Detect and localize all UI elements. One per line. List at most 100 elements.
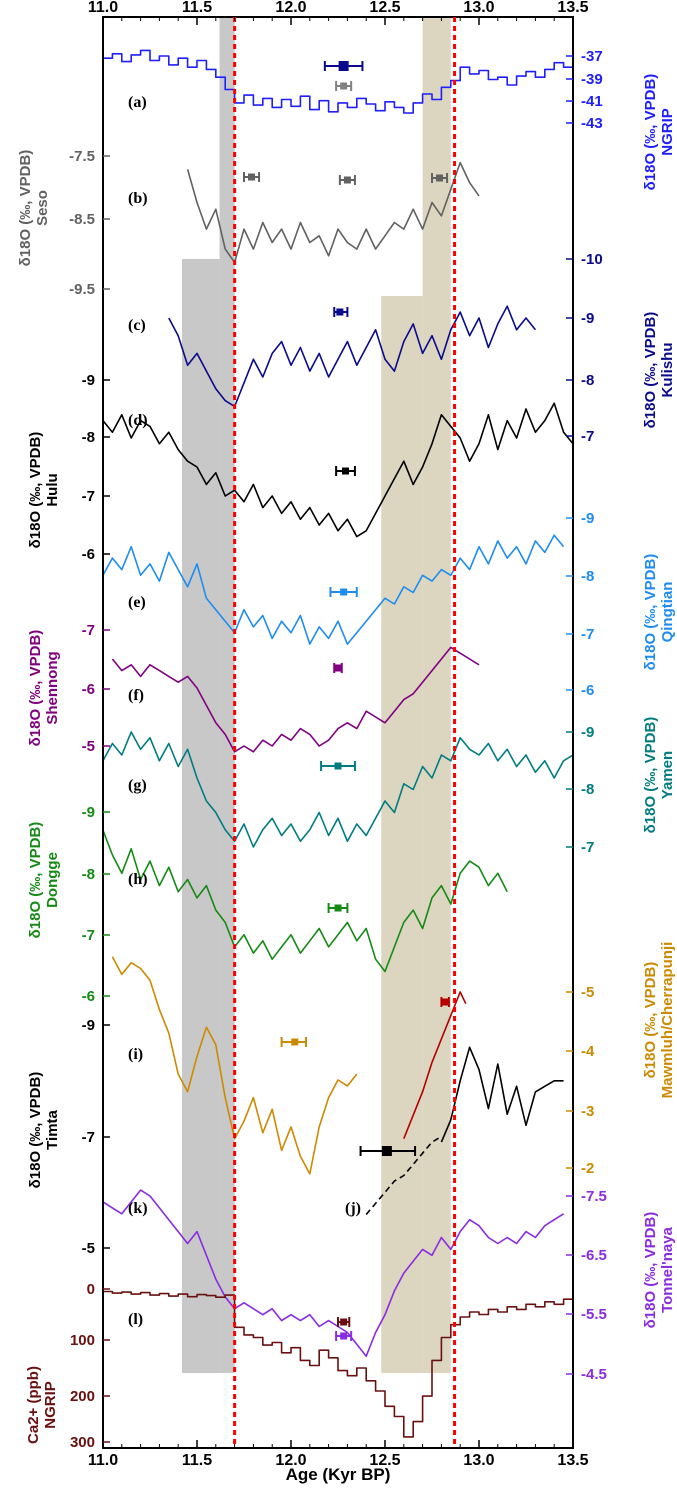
y-axis-title-line-j-0: δ18O (‰, VPDB) [27, 1072, 44, 1189]
y-axis-title-line-k-0: δ18O (‰, VPDB) [642, 1212, 659, 1329]
series-line-g [102, 731, 574, 848]
y-axis-title-line-b-1: Seso [34, 190, 51, 226]
series-line-b [186, 161, 480, 264]
y-tick-l-1: 100 [70, 1332, 95, 1349]
panel-label-l: (l) [128, 1311, 143, 1328]
series-layer [102, 49, 574, 1438]
y-axis-title-j: δ18O (‰, VPDB) Timta [27, 1072, 61, 1189]
panel-label-e: (e) [128, 594, 146, 611]
y-axis-title-line-c-0: δ18O (‰, VPDB) [642, 312, 659, 429]
y-axis-title-b: δ18O (‰, VPDB) Seso [17, 150, 51, 267]
y-tick-k-1: -6.5 [581, 1247, 607, 1264]
y-tick-d-2: -7 [82, 488, 95, 505]
y-tick-e-2: -7 [581, 626, 594, 643]
y-tick-d-3: -6 [82, 546, 95, 563]
x-tick-bottom-3: 12.5 [369, 1452, 400, 1469]
y-axis-title-line-e-1: Qingtian [659, 582, 676, 643]
y-tick-j-1: -7 [82, 1129, 95, 1146]
series-line-d [102, 402, 574, 538]
panel-label-f: (f) [128, 687, 144, 704]
panel-label-c: (c) [128, 317, 146, 334]
age-marker-a2 [335, 81, 353, 91]
y-axis-title-line-k-1: Tonnel'naya [659, 1226, 676, 1312]
y-tick-a-2: -41 [581, 93, 603, 110]
x-tick-top-2: 12.0 [275, 0, 306, 16]
y-axis-title-line-g-1: Yamen [659, 751, 676, 799]
y-tick-l-0: 0 [87, 1281, 95, 1298]
series-line-j [440, 1046, 564, 1143]
y-tick-h-1: -8 [82, 866, 95, 883]
x-tick-bottom-5: 13.5 [557, 1452, 588, 1469]
y-tick-a-3: -43 [581, 115, 603, 132]
series-line-c [168, 305, 537, 408]
y-tick-f-0: -7 [82, 622, 95, 639]
y-tick-a-1: -39 [581, 71, 603, 88]
y-axes: -37-39-41-43 δ18O (‰, VPDB) NGRIP-7.5-8.5-… [17, 48, 676, 1451]
y-axis-title-line-f-0: δ18O (‰, VPDB) [27, 630, 44, 747]
y-axis-title-line-i-1: Mawmluh/Cherrapunji [659, 942, 676, 1099]
x-tick-bottom-4: 13.0 [463, 1452, 494, 1469]
age-marker-k [335, 1331, 353, 1341]
panel-label-k: (k) [128, 1200, 148, 1217]
age-marker-b1 [243, 172, 261, 182]
y-tick-d-0: -9 [82, 372, 95, 389]
y-tick-i-2: -3 [581, 1103, 594, 1120]
y-tick-k-3: -4.5 [581, 1366, 607, 1383]
y-tick-i-3: -2 [581, 1160, 594, 1177]
event-lines [233, 17, 457, 1448]
y-axis-title-line-f-1: Shennong [44, 651, 61, 724]
x-tick-top-3: 12.5 [369, 0, 400, 16]
y-axis-title-line-e-0: δ18O (‰, VPDB) [642, 554, 659, 671]
y-tick-d-1: -8 [82, 429, 95, 446]
y-axis-title-line-c-1: Kulishu [659, 343, 676, 398]
tan-band-segment-0 [381, 296, 423, 1373]
x-tick-top-4: 13.0 [463, 0, 494, 16]
y-axis-title-line-d-1: Hulu [44, 473, 61, 506]
y-tick-b-2: -9.5 [69, 281, 95, 298]
series-line-k [102, 1189, 565, 1357]
y-axis-title-line-g-0: δ18O (‰, VPDB) [642, 717, 659, 834]
series-line-e [102, 534, 565, 645]
age-markers-layer [243, 61, 450, 1341]
y-axis-title-line-l-1: NGRIP [42, 1381, 59, 1429]
panel-label-i: (i) [128, 1046, 143, 1063]
y-tick-g-2: -7 [581, 839, 594, 856]
x-axis-title: Age (Kyr BP) [286, 1465, 391, 1484]
y-tick-k-2: -5.5 [581, 1306, 607, 1323]
y-tick-g-1: -8 [581, 781, 594, 798]
y-tick-l-2: 200 [70, 1388, 95, 1405]
y-tick-b-1: -8.5 [69, 211, 95, 228]
grey-band-segment-0 [181, 259, 220, 1373]
x-tick-top-1: 11.5 [182, 0, 212, 16]
y-tick-i-0: -5 [581, 984, 594, 1001]
y-axis-title-l: Ca2+ (ppb) NGRIP [25, 1366, 59, 1444]
y-tick-j-2: -5 [82, 1240, 95, 1257]
panel-label-g: (g) [128, 777, 147, 794]
series-line-j-dashed [365, 1135, 442, 1216]
series-line-i [111, 956, 358, 1175]
y-axis-title-line-a-1: NGRIP [659, 108, 676, 156]
x-tick-bottom-2: 12.0 [275, 1452, 306, 1469]
y-tick-c-2: -8 [581, 372, 594, 389]
age-marker-g [320, 761, 356, 771]
y-tick-e-3: -6 [581, 682, 594, 699]
y-tick-c-3: -7 [581, 428, 594, 445]
y-tick-j-0: -9 [82, 1017, 95, 1034]
y-axis-title-e: δ18O (‰, VPDB) Qingtian [642, 554, 676, 671]
plot-border [102, 16, 574, 1449]
series-line-l [103, 1290, 574, 1438]
y-tick-e-0: -9 [581, 510, 594, 527]
panel-label-b: (b) [128, 190, 148, 207]
y-tick-c-0: -10 [581, 251, 603, 268]
y-tick-c-1: -9 [581, 310, 594, 327]
x-tick-top-5: 13.5 [557, 0, 588, 16]
x-tick-bottom-0: 11.0 [88, 1452, 118, 1469]
age-marker-i [280, 1037, 308, 1047]
age-marker-a [323, 61, 364, 71]
y-tick-h-0: -9 [82, 804, 95, 821]
age-marker-f [333, 663, 343, 673]
series-line-i2 [403, 991, 467, 1139]
y-axis-title-f: δ18O (‰, VPDB) Shennong [27, 630, 61, 747]
